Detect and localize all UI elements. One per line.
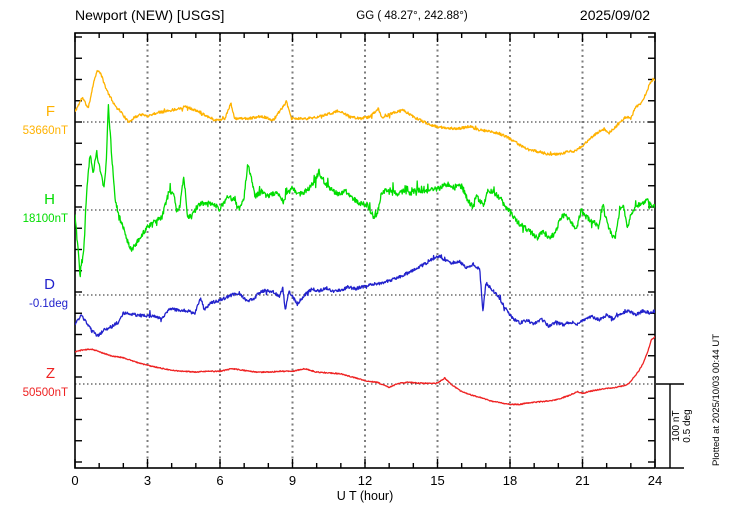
trace-Z [75, 336, 655, 406]
geographic-coordinates: GG ( 48.27°, 242.88°) [356, 10, 468, 22]
plot-date: 2025/09/02 [579, 7, 650, 23]
x-tick-label-12: 12 [357, 473, 373, 488]
channel-letter-D: D [44, 276, 55, 293]
channel-letter-F: F [45, 103, 55, 120]
x-tick-label-15: 15 [430, 473, 445, 488]
trace-H [75, 104, 655, 278]
channel-baseline-value-F: 53660nT [22, 125, 68, 137]
plotted-at-timestamp: Plotted at 2025/10/03 00:44 UT [711, 333, 722, 467]
channel-baseline-value-H: 18100nT [22, 213, 68, 225]
x-tick-label-6: 6 [216, 473, 224, 488]
trace-F [75, 69, 655, 156]
x-tick-label-24: 24 [647, 473, 663, 488]
x-tick-label-18: 18 [502, 473, 518, 488]
channel-letter-Z: Z [45, 365, 55, 382]
station-title: Newport (NEW) [USGS] [75, 7, 225, 23]
scalebar-label-deg: 0.5 deg [682, 409, 693, 443]
channel-baseline-value-D: -0.1deg [28, 298, 68, 310]
trace-D [75, 254, 655, 338]
x-tick-label-9: 9 [288, 473, 297, 488]
x-axis-title: U T (hour) [336, 489, 394, 503]
x-tick-label-21: 21 [575, 473, 590, 488]
channel-letter-H: H [44, 191, 55, 208]
x-tick-label-0: 0 [71, 473, 79, 488]
x-tick-label-3: 3 [143, 473, 152, 488]
channel-baseline-value-Z: 50500nT [22, 387, 68, 399]
